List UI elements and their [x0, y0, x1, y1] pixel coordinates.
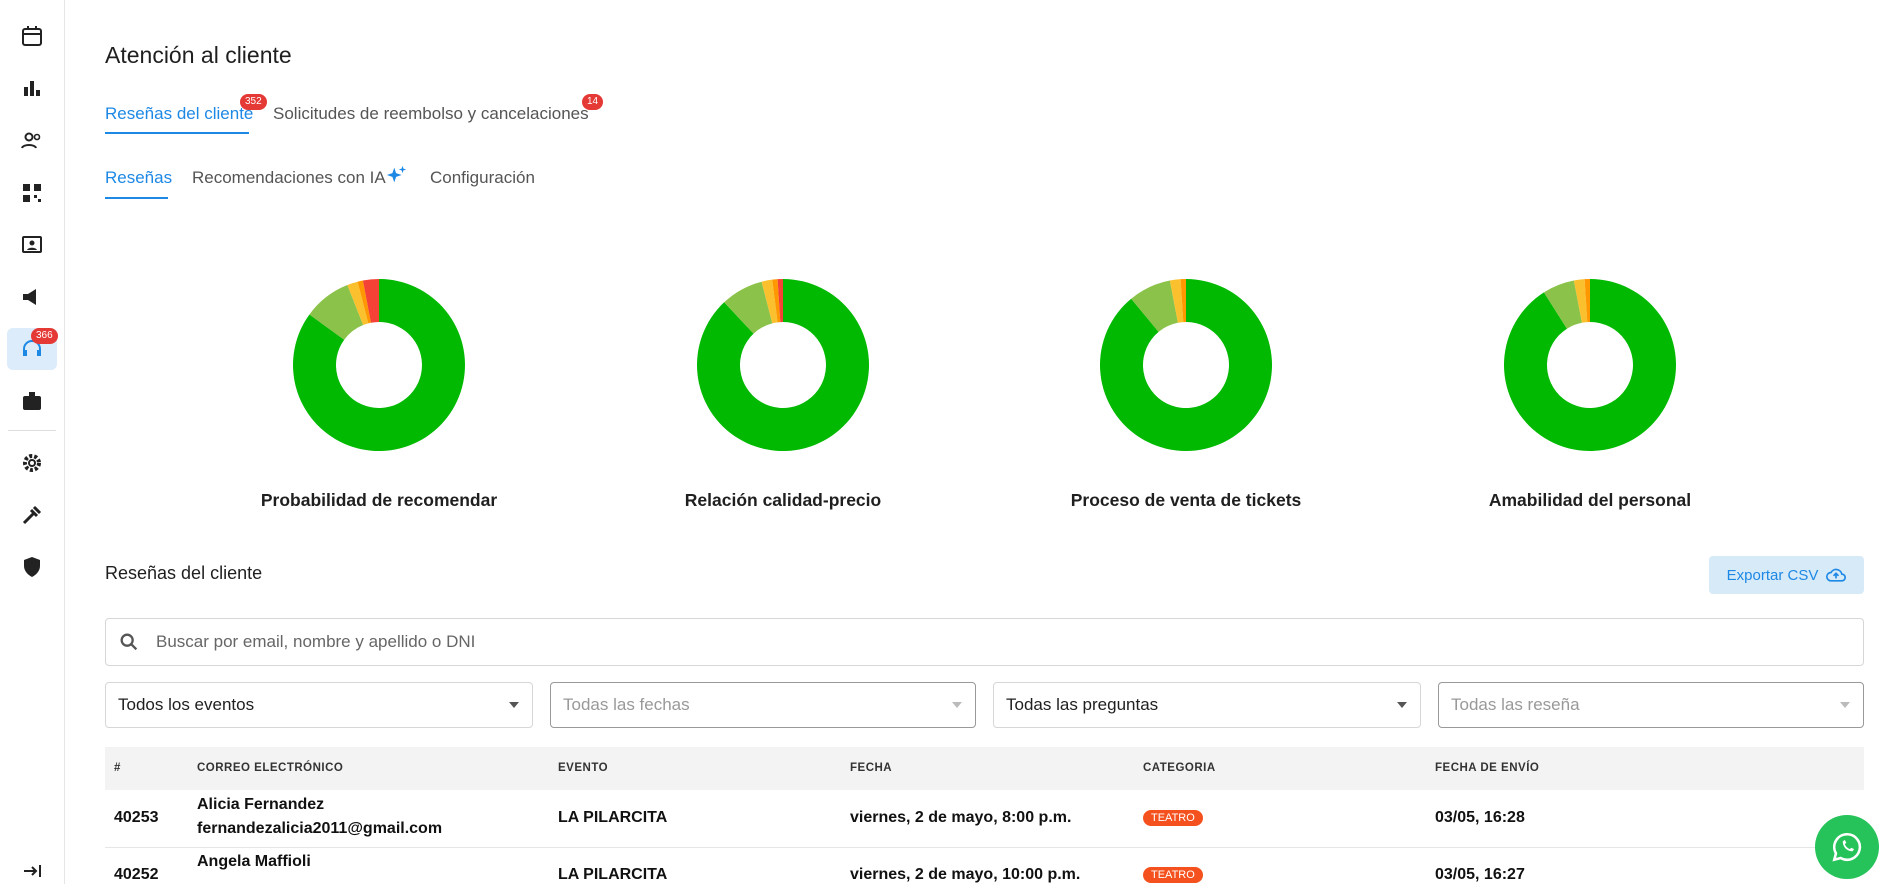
sidebar: 366: [0, 0, 65, 884]
subtab-indicator: [105, 197, 168, 199]
tab-badge: 14: [582, 94, 604, 110]
people-icon[interactable]: [20, 129, 44, 153]
cell-date: viernes, 2 de mayo, 10:00 p.m.: [850, 866, 1081, 883]
cell-id: 40252: [114, 866, 159, 883]
filter-label: Todos los eventos: [118, 695, 255, 714]
divider: [8, 430, 56, 431]
cloud-icon: [1826, 568, 1847, 582]
filter-dropdown[interactable]: Todos los eventos: [105, 682, 533, 728]
page-title: Atención al cliente: [105, 42, 292, 68]
donut-chart: [1504, 279, 1677, 451]
cell-date: viernes, 2 de mayo, 8:00 p.m.: [850, 809, 1072, 826]
export-button[interactable]: Exportar CSV: [1709, 556, 1864, 594]
subtab[interactable]: Configuración: [430, 168, 535, 187]
filter-label: Todas las fechas: [563, 695, 690, 714]
sparkle-icon: [386, 165, 407, 183]
tab[interactable]: Reseñas del cliente: [105, 104, 254, 123]
search-icon: [120, 633, 138, 651]
donut-chart: [697, 279, 869, 451]
subtab[interactable]: Reseñas: [105, 168, 173, 187]
arrow: [509, 702, 519, 708]
settings-icon[interactable]: [20, 451, 44, 475]
column-header: CATEGORIA: [1143, 762, 1216, 774]
donut-segment: [1100, 279, 1273, 451]
column-header: EVENTO: [558, 762, 609, 774]
donut-segment: [347, 281, 369, 326]
column-header: FECHA: [850, 762, 893, 774]
tab-badge: 352: [240, 94, 267, 110]
search-box[interactable]: Buscar por email, nombre y apellido o DN…: [105, 618, 1864, 666]
security-icon[interactable]: [20, 555, 44, 579]
subtab[interactable]: Recomendaciones con IA: [192, 168, 386, 187]
table-header: [105, 747, 1864, 790]
section-title: Reseñas del cliente: [105, 563, 263, 583]
donut-segment: [777, 279, 783, 323]
donut-segment: [1169, 279, 1184, 323]
collapse-icon[interactable]: [20, 859, 44, 883]
donut-segment: [293, 279, 465, 451]
donut-segment: [724, 281, 773, 334]
whatsapp-button[interactable]: [1815, 815, 1879, 879]
cell-sent: 03/05, 16:27: [1435, 866, 1525, 883]
cell-name: Alicia Fernandez: [197, 796, 325, 813]
donut-chart: [293, 279, 465, 451]
cell-id: 40253: [114, 809, 159, 826]
calendar-icon[interactable]: [20, 24, 44, 48]
contact-icon[interactable]: [20, 233, 44, 257]
donut-segment: [1543, 280, 1582, 329]
arrow: [1397, 702, 1407, 708]
filter-label: Todas las reseña: [1451, 695, 1580, 714]
donut-segment: [697, 279, 869, 451]
donut-title: Probabilidad de recomendar: [260, 490, 498, 510]
row-divider: [105, 847, 1864, 848]
sidebar-badge: 366: [31, 328, 58, 344]
dropdown-arrow: [1397, 702, 1407, 708]
category-chip: TEATRO: [1143, 810, 1203, 826]
donut-segment: [357, 280, 371, 324]
donut-segment: [362, 279, 379, 323]
cell-name: Angela Maffioli: [197, 853, 311, 870]
donut-segment: [1131, 280, 1178, 332]
badge-icon[interactable]: [20, 389, 44, 413]
dropdown-arrow: [1840, 702, 1850, 708]
arrow: [952, 702, 962, 708]
column-header: #: [114, 762, 121, 774]
category-chip: TEATRO: [1143, 867, 1203, 883]
column-header: CORREO ELECTRÓNICO: [197, 762, 344, 774]
filter-dropdown[interactable]: Todas las reseña: [1438, 682, 1864, 728]
donut-chart: [1100, 279, 1273, 451]
qr-icon[interactable]: [20, 181, 44, 205]
dropdown-arrow: [952, 702, 962, 708]
cell-event: LA PILARCITA: [558, 809, 668, 826]
donut-segment: [1584, 279, 1590, 323]
donut-segment: [772, 279, 781, 323]
donut-title: Proceso de venta de tickets: [1070, 490, 1302, 510]
cell-sent: 03/05, 16:28: [1435, 809, 1525, 826]
whatsapp-icon: [1832, 832, 1862, 862]
dropdown-arrow: [509, 702, 519, 708]
cell-email: fernandezalicia2011@gmail.com: [197, 820, 443, 837]
arrow: [1840, 702, 1850, 708]
export-label: Exportar CSV: [1726, 566, 1819, 584]
campaign-icon[interactable]: [20, 285, 44, 309]
filter-dropdown[interactable]: Todas las preguntas: [993, 682, 1421, 728]
stats-icon[interactable]: [20, 76, 44, 100]
donut-title: Amabilidad del personal: [1488, 490, 1692, 510]
donut-segment: [1573, 279, 1588, 323]
search-placeholder: Buscar por email, nombre y apellido o DN…: [156, 632, 476, 651]
tab-indicator: [105, 132, 249, 134]
tab[interactable]: Solicitudes de reembolso y cancelaciones: [273, 104, 589, 123]
column-header: FECHA DE ENVÍO: [1435, 762, 1540, 774]
donut-segment: [761, 279, 778, 324]
donut-segment: [1180, 279, 1186, 323]
donut-segment: [309, 285, 364, 340]
donut-segment: [1504, 279, 1677, 451]
filter-label: Todas las preguntas: [1006, 695, 1159, 714]
tools-icon[interactable]: [20, 503, 44, 527]
filter-dropdown[interactable]: Todas las fechas: [550, 682, 976, 728]
donut-title: Relación calidad-precio: [684, 490, 882, 510]
cell-event: LA PILARCITA: [558, 866, 668, 883]
